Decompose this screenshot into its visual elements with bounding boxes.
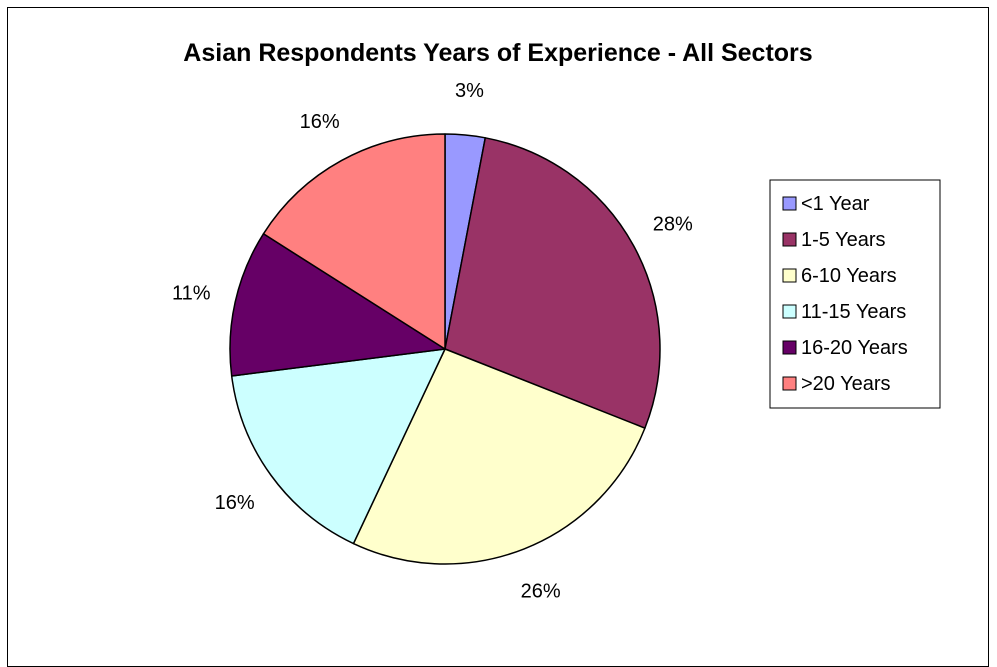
pie-slices <box>229 133 661 565</box>
pie-chart: Asian Respondents Years of Experience - … <box>172 39 941 603</box>
legend-label-lt-1-year: <1 Year <box>801 193 870 215</box>
pie-slice-11-15-years <box>230 348 446 545</box>
legend-swatch-11-15-years <box>782 304 797 319</box>
data-label-lt-1-year: 3% <box>455 80 484 102</box>
data-label-6-10-years: 26% <box>521 581 561 603</box>
legend-swatch-6-10-years <box>782 268 797 283</box>
data-label-1-5-years: 28% <box>653 214 693 236</box>
legend-swatch-1-5-years <box>782 232 797 247</box>
legend: <1 Year 1-5 Years 6-10 Years 11-15 Years 16-… <box>769 179 941 409</box>
data-label-16-20-years: 11% <box>172 282 211 304</box>
legend-swatch-16-20-years <box>782 340 797 355</box>
chart-title: Asian Respondents Years of Experience - … <box>183 39 812 67</box>
legend-swatch-gt-20-years <box>782 376 797 391</box>
legend-label-gt-20-years: >20 Years <box>801 373 891 395</box>
legend-swatch-lt-1-year <box>782 196 797 211</box>
pie-slice-6-10-years <box>352 348 646 565</box>
legend-label-11-15-years: 11-15 Years <box>801 301 906 323</box>
legend-label-6-10-years: 6-10 Years <box>801 265 897 287</box>
data-label-gt-20-years: 16% <box>300 111 340 133</box>
pie-slice-16-20-years <box>229 233 446 377</box>
data-labels: 3% 28% 26% 16% 11% 16% <box>172 80 693 603</box>
pie-slice-gt-20-years <box>262 133 446 350</box>
legend-label-16-20-years: 16-20 Years <box>801 337 908 359</box>
legend-box <box>769 179 941 409</box>
pie-slice-1-5-years <box>444 137 661 429</box>
legend-label-1-5-years: 1-5 Years <box>801 229 886 251</box>
data-label-11-15-years: 16% <box>215 492 255 514</box>
